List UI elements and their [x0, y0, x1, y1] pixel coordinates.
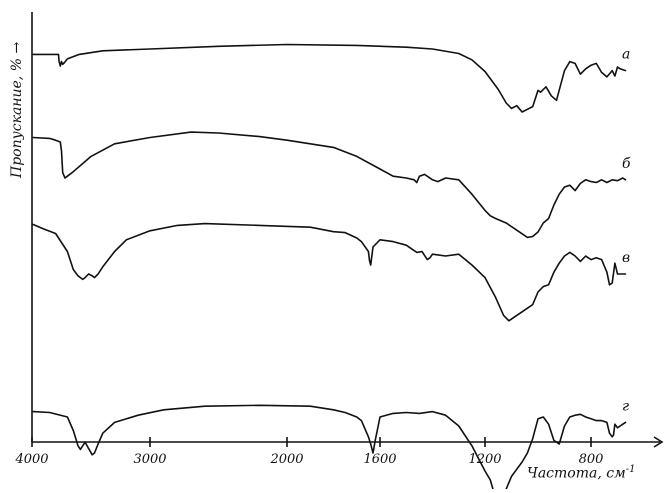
x-tick-label: 2000: [269, 452, 303, 467]
x-axis-arrow: [653, 436, 664, 448]
x-tick-label: 800: [579, 452, 604, 467]
x-axis-title-text: Частота, см: [527, 465, 626, 482]
x-ticks: 4000 3000 2000 1600 1200 800: [14, 437, 603, 467]
series-line-2: [32, 131, 627, 239]
x-tick-label: 4000: [14, 452, 48, 467]
y-axis-title: Пропускание, % →: [9, 41, 25, 178]
series-line-1: [32, 43, 627, 113]
series-labels: а б в г: [622, 47, 631, 415]
x-tick-label: 3000: [133, 452, 166, 467]
series-group: [32, 43, 627, 493]
series-label-1: а: [622, 47, 630, 63]
series-line-4: [32, 404, 627, 493]
x-tick-label: 1600: [363, 452, 396, 467]
series-label-4: г: [622, 398, 629, 414]
axes: [31, 12, 664, 448]
series-label-2: б: [622, 156, 631, 172]
x-axis-title-exponent: -1: [625, 464, 636, 475]
series-label-3: в: [622, 250, 630, 266]
series-line-3: [32, 222, 627, 322]
x-tick-label: 1200: [468, 452, 501, 467]
x-axis-title: Частота, см-1: [527, 464, 635, 482]
